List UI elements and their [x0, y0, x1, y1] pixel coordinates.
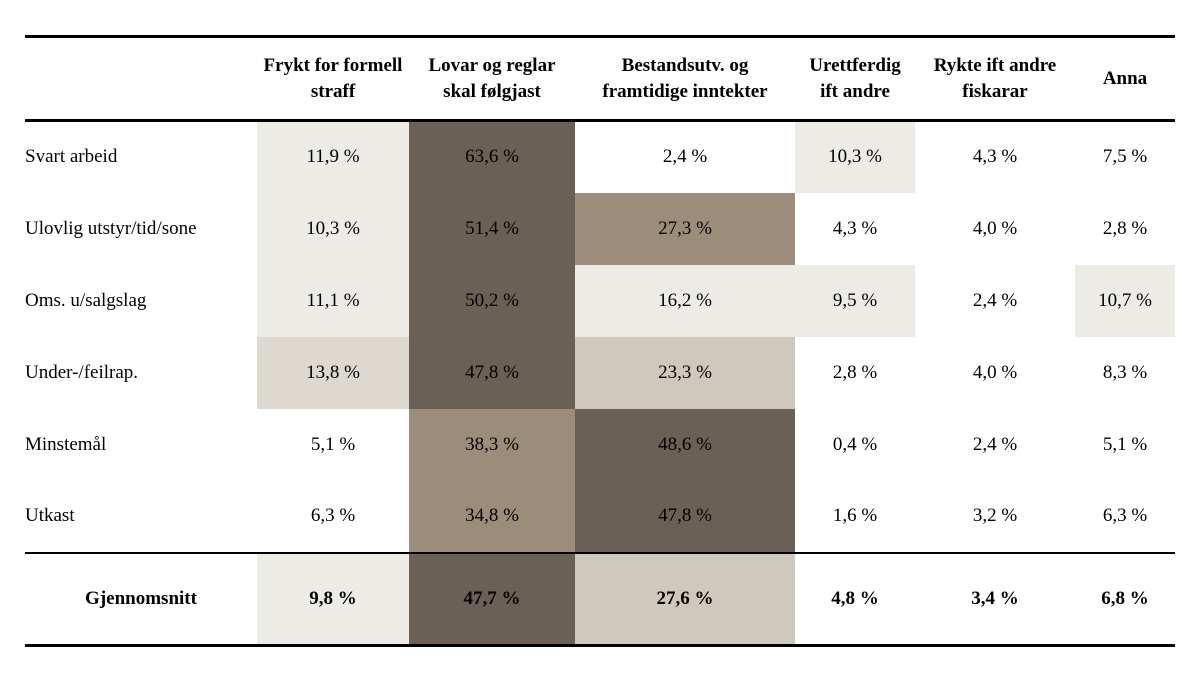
value-cell: 38,3 %: [409, 408, 575, 481]
table-row: Oms. u/salgslag 11,1 % 50,2 % 16,2 % 9,5 % 2,…: [25, 264, 1175, 337]
value-cell: 4,0 %: [972, 361, 1018, 383]
footer-value-cell: 6,8 %: [1075, 551, 1175, 646]
value-cell: 4,3 %: [832, 217, 878, 239]
footer-label: Gjennomsnitt: [25, 551, 257, 646]
table-body: Svart arbeid 11,9 % 63,6 % 2,4 % 10,3 % 4,3 %…: [25, 120, 1175, 553]
footer-value-cell: 27,6 %: [575, 551, 795, 646]
value-cell: 27,3 %: [575, 192, 795, 265]
table-row: Ulovlig utstyr/tid/sone 10,3 % 51,4 % 27,3 …: [25, 192, 1175, 265]
row-label: Minstemål: [25, 433, 107, 455]
value-cell: 2,8 %: [832, 361, 878, 383]
value-cell: 4,3 %: [972, 146, 1018, 168]
value-cell: 16,2 %: [575, 264, 795, 337]
column-header: Rykte ift andre fiskarar: [915, 36, 1075, 122]
column-header: Urettferdig ift andre: [795, 36, 915, 122]
table-footer: Gjennomsnitt 9,8 % 47,7 % 27,6 % 4,8 % 3,4 % 6…: [25, 551, 1175, 646]
table-row: Minstemål 5,1 % 38,3 % 48,6 % 0,4 % 2,4 % 5,1 …: [25, 408, 1175, 481]
value-cell: 11,1 %: [257, 264, 409, 337]
value-cell: 2,8 %: [1102, 217, 1148, 239]
value-cell: 2,4 %: [972, 433, 1018, 455]
table-row: Utkast 6,3 % 34,8 % 47,8 % 1,6 % 3,2 % 6,3 %: [25, 480, 1175, 553]
header-row: Frykt for formell straff Lovar og reglar …: [25, 36, 1175, 122]
value-cell: 2,4 %: [972, 289, 1018, 311]
table-header: Frykt for formell straff Lovar og reglar …: [25, 36, 1175, 122]
column-header: Bestandsutv. og framtidige inntekter: [575, 36, 795, 122]
value-cell: 23,3 %: [575, 336, 795, 409]
value-cell: 10,3 %: [795, 120, 915, 193]
row-label: Utkast: [25, 505, 75, 526]
table-row: Under-/feilrap. 13,8 % 47,8 % 23,3 % 2,8 % 4,…: [25, 336, 1175, 409]
footer-value-cell: 9,8 %: [257, 551, 409, 646]
column-header: Anna: [1075, 36, 1175, 122]
column-header: Frykt for formell straff: [257, 36, 409, 122]
column-header: Lovar og reglar skal følgjast: [409, 36, 575, 122]
value-cell: 47,8 %: [575, 480, 795, 553]
value-cell: 4,0 %: [972, 217, 1018, 239]
value-cell: 8,3 %: [1102, 361, 1148, 383]
value-cell: 10,7 %: [1075, 264, 1175, 337]
row-label: Oms. u/salgslag: [25, 289, 147, 311]
value-cell: 6,3 %: [310, 505, 356, 526]
value-cell: 9,5 %: [795, 264, 915, 337]
value-cell: 7,5 %: [1102, 146, 1148, 168]
value-cell: 10,3 %: [257, 192, 409, 265]
value-cell: 47,8 %: [409, 336, 575, 409]
value-cell: 0,4 %: [832, 433, 878, 455]
value-cell: 50,2 %: [409, 264, 575, 337]
table-row: Svart arbeid 11,9 % 63,6 % 2,4 % 10,3 % 4,3 %…: [25, 120, 1175, 193]
footer-value-cell: 47,7 %: [409, 551, 575, 646]
footer-value-cell: 3,4 %: [915, 551, 1075, 646]
value-cell: 5,1 %: [310, 433, 356, 455]
value-cell: 51,4 %: [409, 192, 575, 265]
header-corner-cell: [25, 36, 257, 122]
row-label: Under-/feilrap.: [25, 361, 139, 383]
value-cell: 63,6 %: [409, 120, 575, 193]
value-cell: 48,6 %: [575, 408, 795, 481]
value-cell: 6,3 %: [1102, 505, 1148, 526]
footer-row: Gjennomsnitt 9,8 % 47,7 % 27,6 % 4,8 % 3,4 % 6…: [25, 551, 1175, 646]
value-cell: 5,1 %: [1102, 433, 1148, 455]
value-cell: 1,6 %: [832, 505, 878, 526]
row-label: Ulovlig utstyr/tid/sone: [25, 217, 197, 239]
value-cell: 34,8 %: [409, 480, 575, 553]
value-cell: 2,4 %: [662, 146, 708, 168]
footer-value-cell: 4,8 %: [795, 551, 915, 646]
value-cell: 11,9 %: [257, 120, 409, 193]
value-cell: 13,8 %: [257, 336, 409, 409]
percent-heatmap-table: Frykt for formell straff Lovar og reglar …: [25, 35, 1175, 647]
row-label: Svart arbeid: [25, 146, 118, 168]
value-cell: 3,2 %: [972, 505, 1018, 526]
